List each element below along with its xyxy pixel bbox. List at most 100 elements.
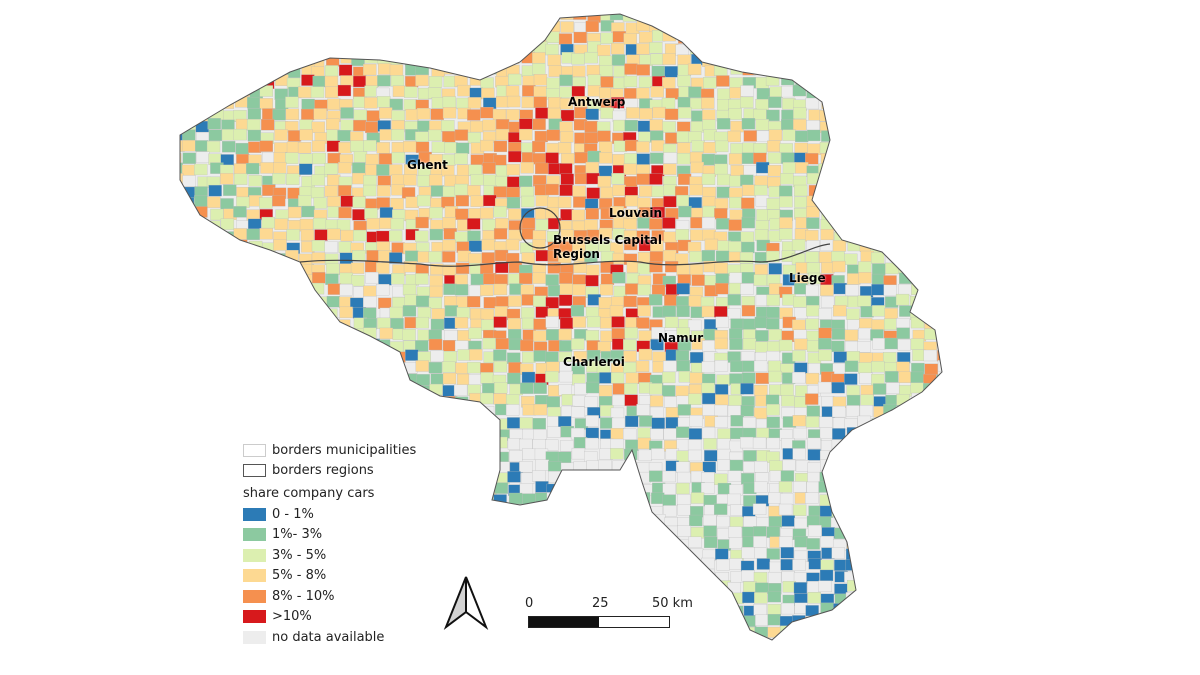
municipality-cell xyxy=(338,64,353,76)
municipality-cell xyxy=(831,129,845,141)
municipality-cell xyxy=(807,129,821,142)
municipality-cell xyxy=(898,239,912,252)
municipality-cell xyxy=(480,392,494,405)
municipality-cell xyxy=(208,184,222,197)
municipality-cell xyxy=(872,528,887,540)
municipality-cell xyxy=(717,459,731,471)
municipality-cell xyxy=(677,142,691,154)
municipality-cell xyxy=(246,21,260,34)
municipality-cell xyxy=(638,571,653,583)
municipality-cell xyxy=(247,108,261,120)
municipality-cell xyxy=(221,648,234,659)
municipality-cell xyxy=(714,360,729,372)
municipality-cell xyxy=(195,120,210,133)
municipality-cell xyxy=(180,339,184,351)
municipality-cell xyxy=(402,22,416,34)
municipality-cell xyxy=(234,282,248,295)
municipality-cell xyxy=(480,406,495,418)
municipality-cell xyxy=(220,527,234,540)
municipality-cell xyxy=(650,339,664,351)
legend-label: 1%- 3% xyxy=(272,527,323,543)
municipality-cell xyxy=(831,484,845,496)
municipality-cell xyxy=(545,316,559,328)
municipality-cell xyxy=(858,528,873,540)
municipality-cell xyxy=(195,612,210,625)
municipality-cell xyxy=(910,517,925,529)
municipality-cell xyxy=(883,583,897,595)
municipality-cell xyxy=(846,605,860,617)
municipality-cell xyxy=(180,525,185,537)
municipality-cell xyxy=(496,21,510,34)
municipality-cell xyxy=(677,173,692,185)
municipality-cell xyxy=(273,329,288,341)
municipality-cell xyxy=(899,539,914,551)
municipality-cell xyxy=(209,590,223,603)
municipality-cell xyxy=(675,461,690,473)
municipality-cell xyxy=(742,184,756,196)
municipality-cell xyxy=(235,96,249,108)
municipality-cell xyxy=(429,14,443,22)
municipality-cell xyxy=(884,165,898,177)
municipality-cell xyxy=(262,14,276,20)
municipality-cell xyxy=(301,98,315,111)
municipality-cell xyxy=(639,648,652,659)
municipality-cell xyxy=(727,636,741,640)
municipality-cell xyxy=(938,425,942,438)
municipality-cell xyxy=(766,548,780,560)
municipality-cell xyxy=(663,550,678,562)
municipality-cell xyxy=(897,338,911,351)
municipality-cell xyxy=(195,471,209,484)
municipality-cell xyxy=(207,74,221,86)
municipality-cell xyxy=(859,372,873,385)
municipality-cell xyxy=(313,108,327,120)
municipality-cell xyxy=(869,52,884,64)
municipality-cell xyxy=(442,96,457,108)
municipality-cell xyxy=(545,525,559,537)
municipality-cell xyxy=(701,382,715,395)
municipality-cell xyxy=(754,264,768,276)
brussels-region-border xyxy=(519,207,561,249)
municipality-cell xyxy=(220,360,235,372)
municipality-cell xyxy=(872,539,887,551)
municipality-cell xyxy=(911,209,926,222)
municipality-cell xyxy=(183,44,197,57)
municipality-cell xyxy=(196,151,210,163)
municipality-cell xyxy=(520,515,534,527)
municipality-cell xyxy=(766,250,780,263)
municipality-cell xyxy=(808,54,822,66)
municipality-cell xyxy=(547,107,562,120)
municipality-cell xyxy=(639,185,653,197)
municipality-cell xyxy=(911,41,925,54)
municipality-cell xyxy=(495,261,509,274)
municipality-cell xyxy=(713,503,728,515)
municipality-cell xyxy=(181,14,195,23)
municipality-cell xyxy=(195,88,209,100)
municipality-cell xyxy=(415,74,429,87)
municipality-cell xyxy=(739,54,754,66)
municipality-cell xyxy=(885,549,899,561)
municipality-cell xyxy=(196,230,210,243)
municipality-cell xyxy=(574,547,588,560)
municipality-cell xyxy=(872,64,887,77)
municipality-cell xyxy=(234,315,249,328)
municipality-cell xyxy=(494,436,508,449)
municipality-cell xyxy=(210,239,224,252)
municipality-cell xyxy=(626,582,640,594)
municipality-cell xyxy=(418,385,432,397)
municipality-cell xyxy=(937,482,942,495)
municipality-cell xyxy=(844,341,859,353)
municipality-cell xyxy=(180,439,182,451)
municipality-cell xyxy=(871,87,885,99)
municipality-cell xyxy=(585,330,600,342)
municipality-cell xyxy=(404,31,418,43)
municipality-cell xyxy=(443,30,457,42)
municipality-cell xyxy=(649,550,664,562)
municipality-cell xyxy=(805,492,819,504)
municipality-cell xyxy=(753,44,767,56)
municipality-cell xyxy=(871,219,885,231)
municipality-cell xyxy=(897,198,912,210)
municipality-cell xyxy=(716,515,730,528)
municipality-cell xyxy=(180,374,185,386)
municipality-cell xyxy=(481,33,495,45)
municipality-cell xyxy=(741,372,756,384)
